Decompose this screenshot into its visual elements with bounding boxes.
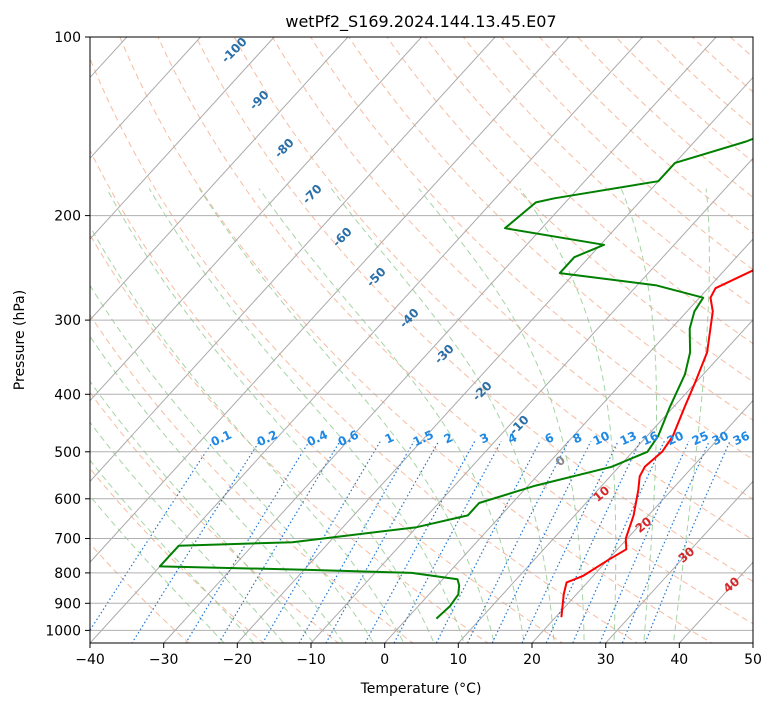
x-tick-label: −30 — [149, 652, 179, 668]
x-tick-label: 0 — [380, 652, 389, 668]
x-axis-ticks: −40 −30 −20 −10 0 10 20 30 40 50 — [75, 643, 762, 668]
temperature-line — [560, 269, 753, 618]
isotherm-line — [90, 37, 275, 240]
dry-adiabat-line — [90, 391, 340, 643]
mixing-ratio-line — [644, 441, 731, 643]
dry-adiabat-line — [195, 37, 753, 582]
mixing-ratio-line — [325, 441, 440, 643]
isotherm-line — [310, 157, 753, 643]
moist-adiabat-line — [330, 188, 555, 643]
dry-adiabat-line — [90, 233, 489, 643]
moist-adiabat-line — [90, 380, 315, 643]
mixing-ratio-line — [364, 441, 476, 643]
dry-adiabat-line — [462, 37, 753, 308]
dry-adiabat-line — [90, 149, 564, 643]
x-tick-label: 20 — [523, 652, 541, 668]
mixing-ratio-line — [131, 440, 261, 643]
mixing-ratio-line — [262, 440, 381, 643]
isotherm-line — [604, 480, 753, 643]
dry-adiabat-line — [90, 467, 265, 643]
y-tick-label: 900 — [54, 596, 81, 612]
mixing-ratio-line — [491, 441, 592, 643]
sounding-series — [158, 137, 753, 620]
mixing-ratio-line — [521, 441, 619, 643]
mixing-ratio-label: 16 — [640, 429, 661, 449]
x-tick-label: −10 — [296, 652, 326, 668]
moist-adiabat-line — [90, 495, 225, 643]
moist-adiabat-line — [90, 459, 255, 643]
x-axis-label: Temperature (°C) — [360, 681, 482, 697]
mixing-ratio-line — [218, 440, 341, 643]
mixing-ratio-label: 25 — [690, 429, 711, 449]
x-tick-label: 10 — [449, 652, 467, 668]
mixing-ratio-line — [298, 440, 415, 643]
y-axis-label: Pressure (hPa) — [12, 290, 28, 390]
mixing-ratio-label: 36 — [731, 429, 752, 449]
dry-adiabat-line — [271, 37, 753, 500]
dry-adiabat-line — [157, 37, 753, 625]
isotherm-line — [90, 37, 202, 160]
isotherm-line — [531, 399, 753, 643]
isotherm-line — [90, 37, 349, 321]
moist-adiabat-line — [90, 225, 405, 643]
background-lines — [90, 37, 753, 643]
y-tick-label: 800 — [54, 566, 81, 582]
x-tick-label: 30 — [597, 652, 615, 668]
moist-adiabat-line — [90, 335, 345, 643]
moist-adiabat-line — [673, 188, 710, 643]
y-tick-label: 200 — [54, 209, 81, 225]
isotherm-line — [90, 37, 570, 563]
mixing-ratio-label: 10 — [591, 429, 612, 449]
mixing-ratio-label: 20 — [665, 429, 686, 449]
isotherm-line — [457, 319, 753, 643]
dry-adiabat-line — [119, 37, 713, 643]
isotherm-line — [90, 37, 423, 402]
y-tick-label: 500 — [54, 445, 81, 461]
dry-adiabat-line — [348, 37, 753, 421]
dry-adiabat-line — [615, 37, 753, 163]
y-axis-ticks: 100 200 300 400 500 600 700 800 900 1000 — [45, 30, 90, 639]
y-tick-label: 700 — [54, 532, 81, 548]
mixing-ratio-label: 13 — [618, 429, 639, 449]
x-tick-label: 40 — [670, 652, 688, 668]
mixing-ratio-line — [466, 441, 569, 643]
moist-adiabat-line — [90, 421, 285, 643]
moist-adiabat-line — [418, 188, 585, 643]
isotherm-line — [383, 238, 753, 643]
y-tick-label: 600 — [54, 492, 81, 508]
moist-adiabat-line — [148, 188, 465, 643]
dewpoint-line — [158, 137, 753, 620]
isotherm-line — [236, 76, 753, 643]
y-tick-label: 1000 — [45, 623, 81, 639]
moist-adiabat-line — [106, 188, 435, 643]
plot-area — [90, 37, 753, 643]
x-tick-label: −20 — [223, 652, 253, 668]
mixing-ratio-line — [545, 441, 641, 643]
moist-adiabat-line — [90, 284, 375, 643]
mixing-ratio-line — [393, 441, 502, 643]
y-tick-label: 400 — [54, 387, 81, 403]
mixing-ratio-line — [185, 440, 310, 643]
x-tick-label: −40 — [75, 652, 105, 668]
isotherm-line — [162, 37, 717, 643]
chart-title: wetPf2_S169.2024.144.13.45.E07 — [285, 12, 556, 32]
pressure-gridlines — [90, 37, 753, 631]
isotherm-line — [90, 37, 496, 483]
dry-adiabat-line — [90, 57, 638, 643]
y-tick-label: 300 — [54, 313, 81, 329]
y-tick-label: 100 — [54, 30, 81, 46]
dry-adiabat-line — [310, 37, 753, 460]
plot-frame — [89, 36, 754, 644]
mixing-ratio-label: 30 — [710, 429, 731, 449]
dry-adiabat-line — [424, 37, 753, 345]
x-tick-label: 50 — [744, 652, 762, 668]
moist-adiabat-line — [258, 188, 525, 643]
